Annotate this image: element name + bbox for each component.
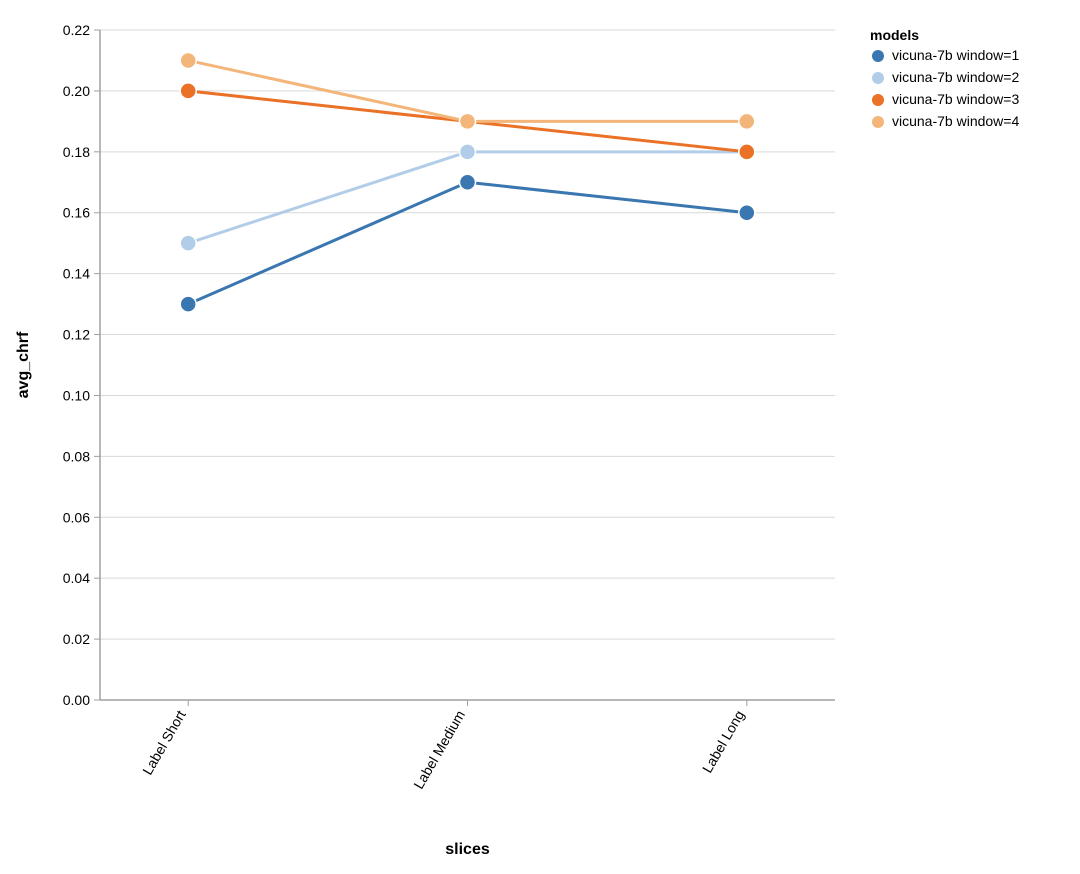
- legend-marker: [872, 94, 884, 106]
- legend-label: vicuna-7b window=3: [892, 91, 1019, 107]
- legend-label: vicuna-7b window=2: [892, 69, 1019, 85]
- data-point: [739, 113, 755, 129]
- data-point: [460, 113, 476, 129]
- data-point: [739, 144, 755, 160]
- y-tick-label: 0.18: [63, 144, 90, 160]
- legend-title: models: [870, 27, 919, 43]
- data-point: [180, 235, 196, 251]
- y-tick-label: 0.10: [63, 387, 90, 403]
- legend-marker: [872, 72, 884, 84]
- legend-marker: [872, 116, 884, 128]
- legend-marker: [872, 50, 884, 62]
- y-axis-title: avg_chrf: [15, 331, 32, 398]
- line-chart: 0.00 0.02 0.04 0.06 0.08 0.10 0.12 0.14 0.16 0.18…: [0, 0, 1080, 874]
- data-point: [460, 174, 476, 190]
- y-tick-label: 0.02: [63, 631, 90, 647]
- data-point: [180, 52, 196, 68]
- legend-label: vicuna-7b window=1: [892, 47, 1019, 63]
- y-tick-label: 0.14: [63, 266, 90, 282]
- y-tick-label: 0.22: [63, 22, 90, 38]
- x-axis-title: slices: [445, 841, 490, 858]
- y-tick-label: 0.20: [63, 83, 90, 99]
- data-point: [739, 205, 755, 221]
- y-tick-label: 0.08: [63, 448, 90, 464]
- y-tick-label: 0.12: [63, 327, 90, 343]
- chart-container: 0.00 0.02 0.04 0.06 0.08 0.10 0.12 0.14 0.16 0.18…: [0, 0, 1080, 874]
- y-tick-label: 0.00: [63, 692, 90, 708]
- y-tick-label: 0.04: [63, 570, 90, 586]
- y-tick-label: 0.06: [63, 509, 90, 525]
- data-point: [460, 144, 476, 160]
- legend-label: vicuna-7b window=4: [892, 113, 1019, 129]
- y-tick-label: 0.16: [63, 205, 90, 221]
- data-point: [180, 83, 196, 99]
- data-point: [180, 296, 196, 312]
